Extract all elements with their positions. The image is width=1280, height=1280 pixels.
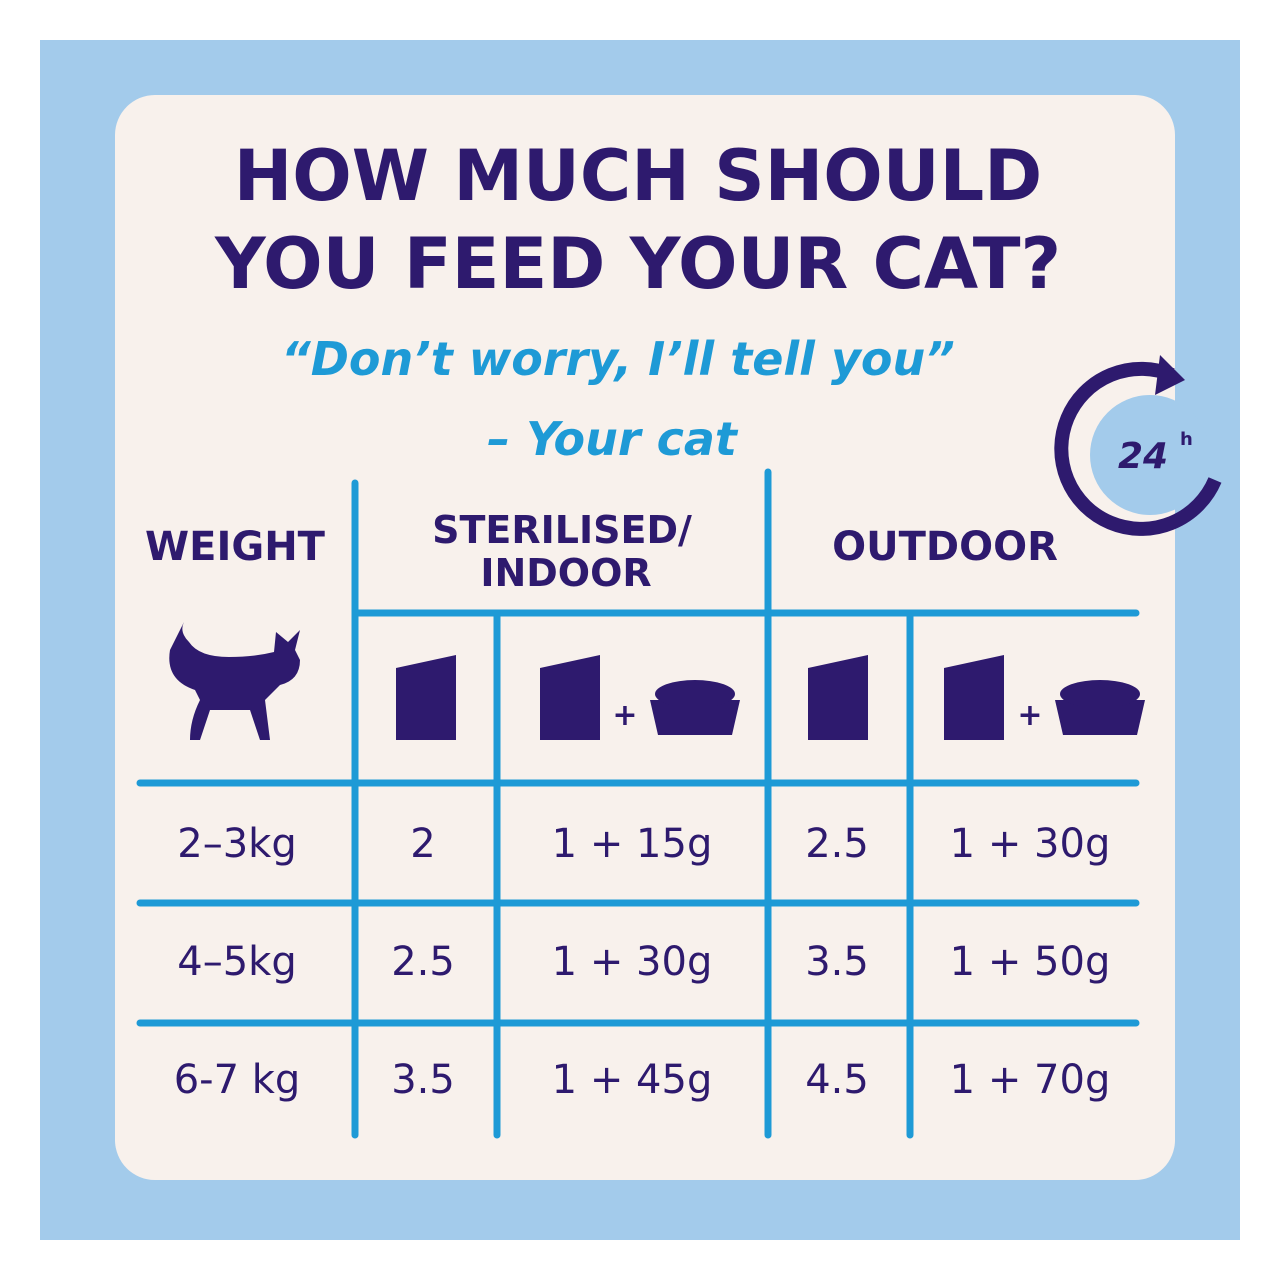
plus-sign: +: [1017, 698, 1042, 733]
amount-cell: 1 + 15g: [552, 821, 713, 867]
amount-cell: 1 + 70g: [950, 1057, 1111, 1103]
amount-cell: 1 + 30g: [552, 939, 713, 985]
amount-cell: 2.5: [805, 821, 869, 867]
weight-cell: 6-7 kg: [174, 1057, 301, 1103]
badge-face: [1090, 395, 1210, 515]
bowl-icon: [650, 700, 740, 735]
pouch-icon: [396, 655, 456, 740]
pouch-icon: [540, 655, 600, 740]
amount-cell: 2: [410, 821, 435, 867]
amount-cell: 3.5: [391, 1057, 455, 1103]
quote: “Don’t worry, I’ll tell you”: [281, 332, 955, 386]
bowl-food: [655, 680, 735, 708]
weight-cell: 2–3kg: [177, 821, 296, 867]
amount-cell: 1 + 50g: [950, 939, 1111, 985]
bowl-icon: [1055, 700, 1145, 735]
amount-cell: 1 + 30g: [950, 821, 1111, 867]
badge-number: 24: [1118, 436, 1168, 477]
amount-cell: 2.5: [391, 939, 455, 985]
title-line: YOU FEED YOUR CAT?: [214, 223, 1061, 305]
pouch-icon: [944, 655, 1004, 740]
header-outdoor: OUTDOOR: [832, 524, 1058, 570]
badge-arc: [1054, 361, 1222, 536]
amount-cell: 4.5: [805, 1057, 869, 1103]
bowl-food: [1060, 680, 1140, 708]
cat-icon: [169, 622, 300, 740]
icons: + +: [396, 655, 1145, 740]
clock-badge: 24 h: [1054, 355, 1222, 536]
header-weight: WEIGHT: [145, 524, 326, 570]
title-line: HOW MUCH SHOULD: [234, 135, 1043, 217]
plus-sign: +: [612, 698, 637, 733]
header-indoor: INDOOR: [480, 551, 651, 595]
badge-unit: h: [1180, 429, 1193, 450]
rows: 2–3kg 2 1 + 15g 2.5 1 + 30g 4–5kg 2.5 1 + 30g 3.…: [174, 821, 1111, 1103]
badge-arrow: [1155, 355, 1185, 395]
amount-cell: 3.5: [805, 939, 869, 985]
attribution: – Your cat: [487, 412, 739, 466]
weight-cell: 4–5kg: [177, 939, 296, 985]
pouch-icon: [808, 655, 868, 740]
amount-cell: 1 + 45g: [552, 1057, 713, 1103]
header-indoor: STERILISED/: [432, 508, 692, 552]
grid: [136, 468, 1140, 1139]
